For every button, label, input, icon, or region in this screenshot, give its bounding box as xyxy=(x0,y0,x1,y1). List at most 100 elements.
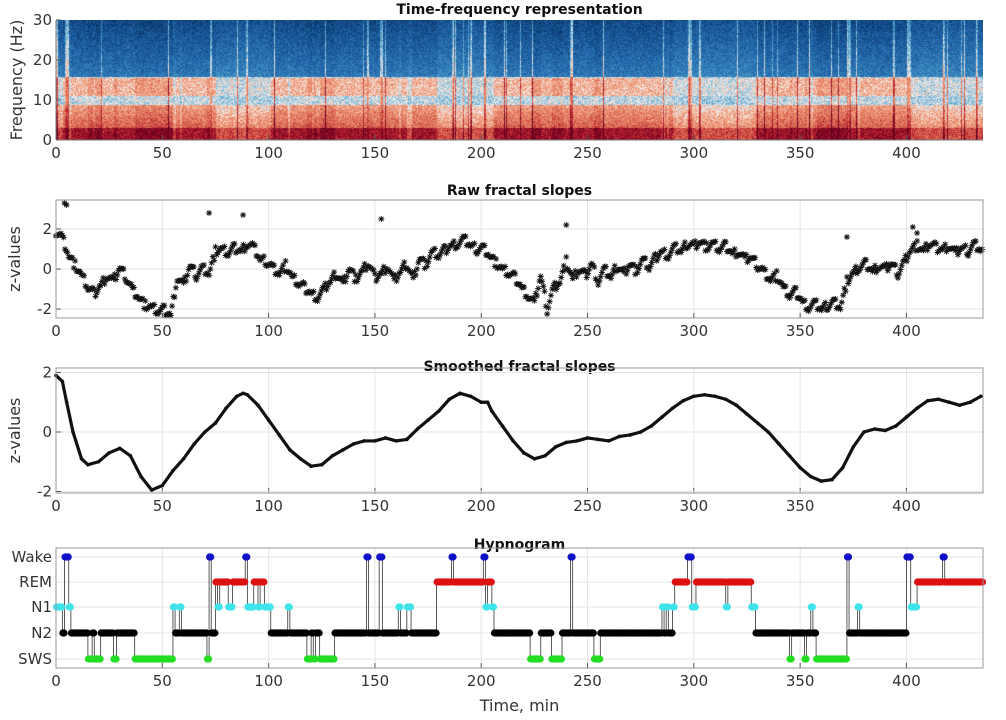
raw-point xyxy=(203,270,210,277)
raw-point xyxy=(539,278,546,285)
x-tick-label: 50 xyxy=(153,322,172,340)
raw-point xyxy=(919,245,926,252)
raw-point xyxy=(378,270,385,277)
smoothed-point xyxy=(128,453,133,458)
raw-point xyxy=(827,301,834,308)
raw-point xyxy=(563,222,570,228)
hypnogram-epoch xyxy=(751,603,759,611)
smoothed-point xyxy=(277,433,282,437)
smoothed-point xyxy=(203,430,207,434)
raw-point xyxy=(424,263,431,270)
raw-point xyxy=(873,269,880,276)
raw-point xyxy=(814,306,821,313)
raw-point xyxy=(907,248,914,255)
x-tick-label: 50 xyxy=(153,144,172,162)
smoothed-point xyxy=(149,488,154,492)
raw-axes-box xyxy=(55,199,984,319)
smoothed-point xyxy=(840,465,845,470)
raw-point xyxy=(393,278,400,285)
raw-point xyxy=(305,288,312,295)
x-tick-label: 200 xyxy=(467,322,496,340)
raw-slopes-series xyxy=(53,200,986,319)
smoothed-point xyxy=(617,434,622,439)
raw-point xyxy=(240,212,247,218)
raw-point xyxy=(345,268,352,275)
raw-point xyxy=(286,269,293,276)
raw-point xyxy=(237,248,244,255)
raw-point xyxy=(253,252,260,259)
smoothed-point xyxy=(564,440,569,445)
smoothed-line xyxy=(54,374,982,492)
raw-point xyxy=(111,271,118,278)
raw-point xyxy=(706,244,713,251)
raw-point xyxy=(285,269,292,276)
raw-point xyxy=(650,255,657,262)
raw-point xyxy=(753,264,760,271)
x-tick-label: 200 xyxy=(467,672,496,690)
raw-point xyxy=(266,261,273,268)
raw-point xyxy=(327,279,334,286)
raw-point xyxy=(105,275,112,282)
stage-label: Wake xyxy=(12,548,52,566)
raw-point xyxy=(436,252,443,259)
raw-point xyxy=(652,250,659,257)
raw-point xyxy=(741,253,748,260)
raw-point xyxy=(966,249,973,256)
raw-point xyxy=(787,292,794,299)
smoothed-point xyxy=(936,397,941,402)
raw-point xyxy=(563,253,570,260)
raw-point xyxy=(667,249,674,256)
raw-point xyxy=(229,244,236,251)
raw-point xyxy=(157,306,164,313)
raw-point xyxy=(698,239,705,246)
panel-1: Raw fractal slopes 0 50 100 150 200 250 300 350 4… xyxy=(5,183,983,340)
raw-point xyxy=(87,285,94,292)
raw-point xyxy=(577,268,584,275)
raw-point xyxy=(826,304,833,311)
raw-point xyxy=(815,305,822,312)
hypnogram-line xyxy=(56,556,983,660)
smoothed-point xyxy=(383,436,388,440)
raw-point xyxy=(971,238,978,245)
raw-point xyxy=(462,233,469,240)
y-tick-label: 2 xyxy=(42,363,52,381)
smoothed-point xyxy=(596,437,600,442)
raw-point xyxy=(463,242,470,249)
hypnogram-epoch xyxy=(547,629,555,637)
raw-point xyxy=(551,279,558,286)
raw-point xyxy=(378,216,385,222)
smoothed-point xyxy=(298,456,303,461)
raw-point xyxy=(743,251,750,258)
panel-2: Smoothed fractal slopes 0 50 100 150 200 250 30… xyxy=(5,359,983,515)
raw-point xyxy=(206,272,213,279)
smoothed-point xyxy=(713,394,717,399)
raw-point xyxy=(860,259,867,266)
smoothed-point xyxy=(468,394,473,399)
raw-point xyxy=(124,279,131,286)
hypnogram-epoch xyxy=(330,655,338,663)
raw-point xyxy=(260,253,267,260)
raw-point xyxy=(755,266,762,273)
raw-point xyxy=(70,265,77,271)
raw-point xyxy=(694,242,701,249)
raw-point xyxy=(578,267,585,274)
raw-point xyxy=(114,271,121,278)
hypnogram-epoch xyxy=(228,603,236,611)
raw-point xyxy=(452,245,459,252)
smoothed-point xyxy=(458,391,462,396)
raw-point xyxy=(264,262,271,269)
raw-point xyxy=(373,278,380,285)
raw-point xyxy=(523,293,530,300)
smoothed-point xyxy=(670,406,675,410)
x-tick-label: 50 xyxy=(153,497,172,515)
raw-point xyxy=(924,247,931,254)
raw-point xyxy=(350,268,357,275)
x-tick-label: 250 xyxy=(573,144,602,162)
raw-point xyxy=(88,285,95,292)
x-tick-label: 350 xyxy=(786,144,815,162)
raw-point xyxy=(502,263,509,270)
smoothed-point xyxy=(107,451,111,455)
raw-point xyxy=(535,285,542,292)
raw-point xyxy=(859,261,866,268)
